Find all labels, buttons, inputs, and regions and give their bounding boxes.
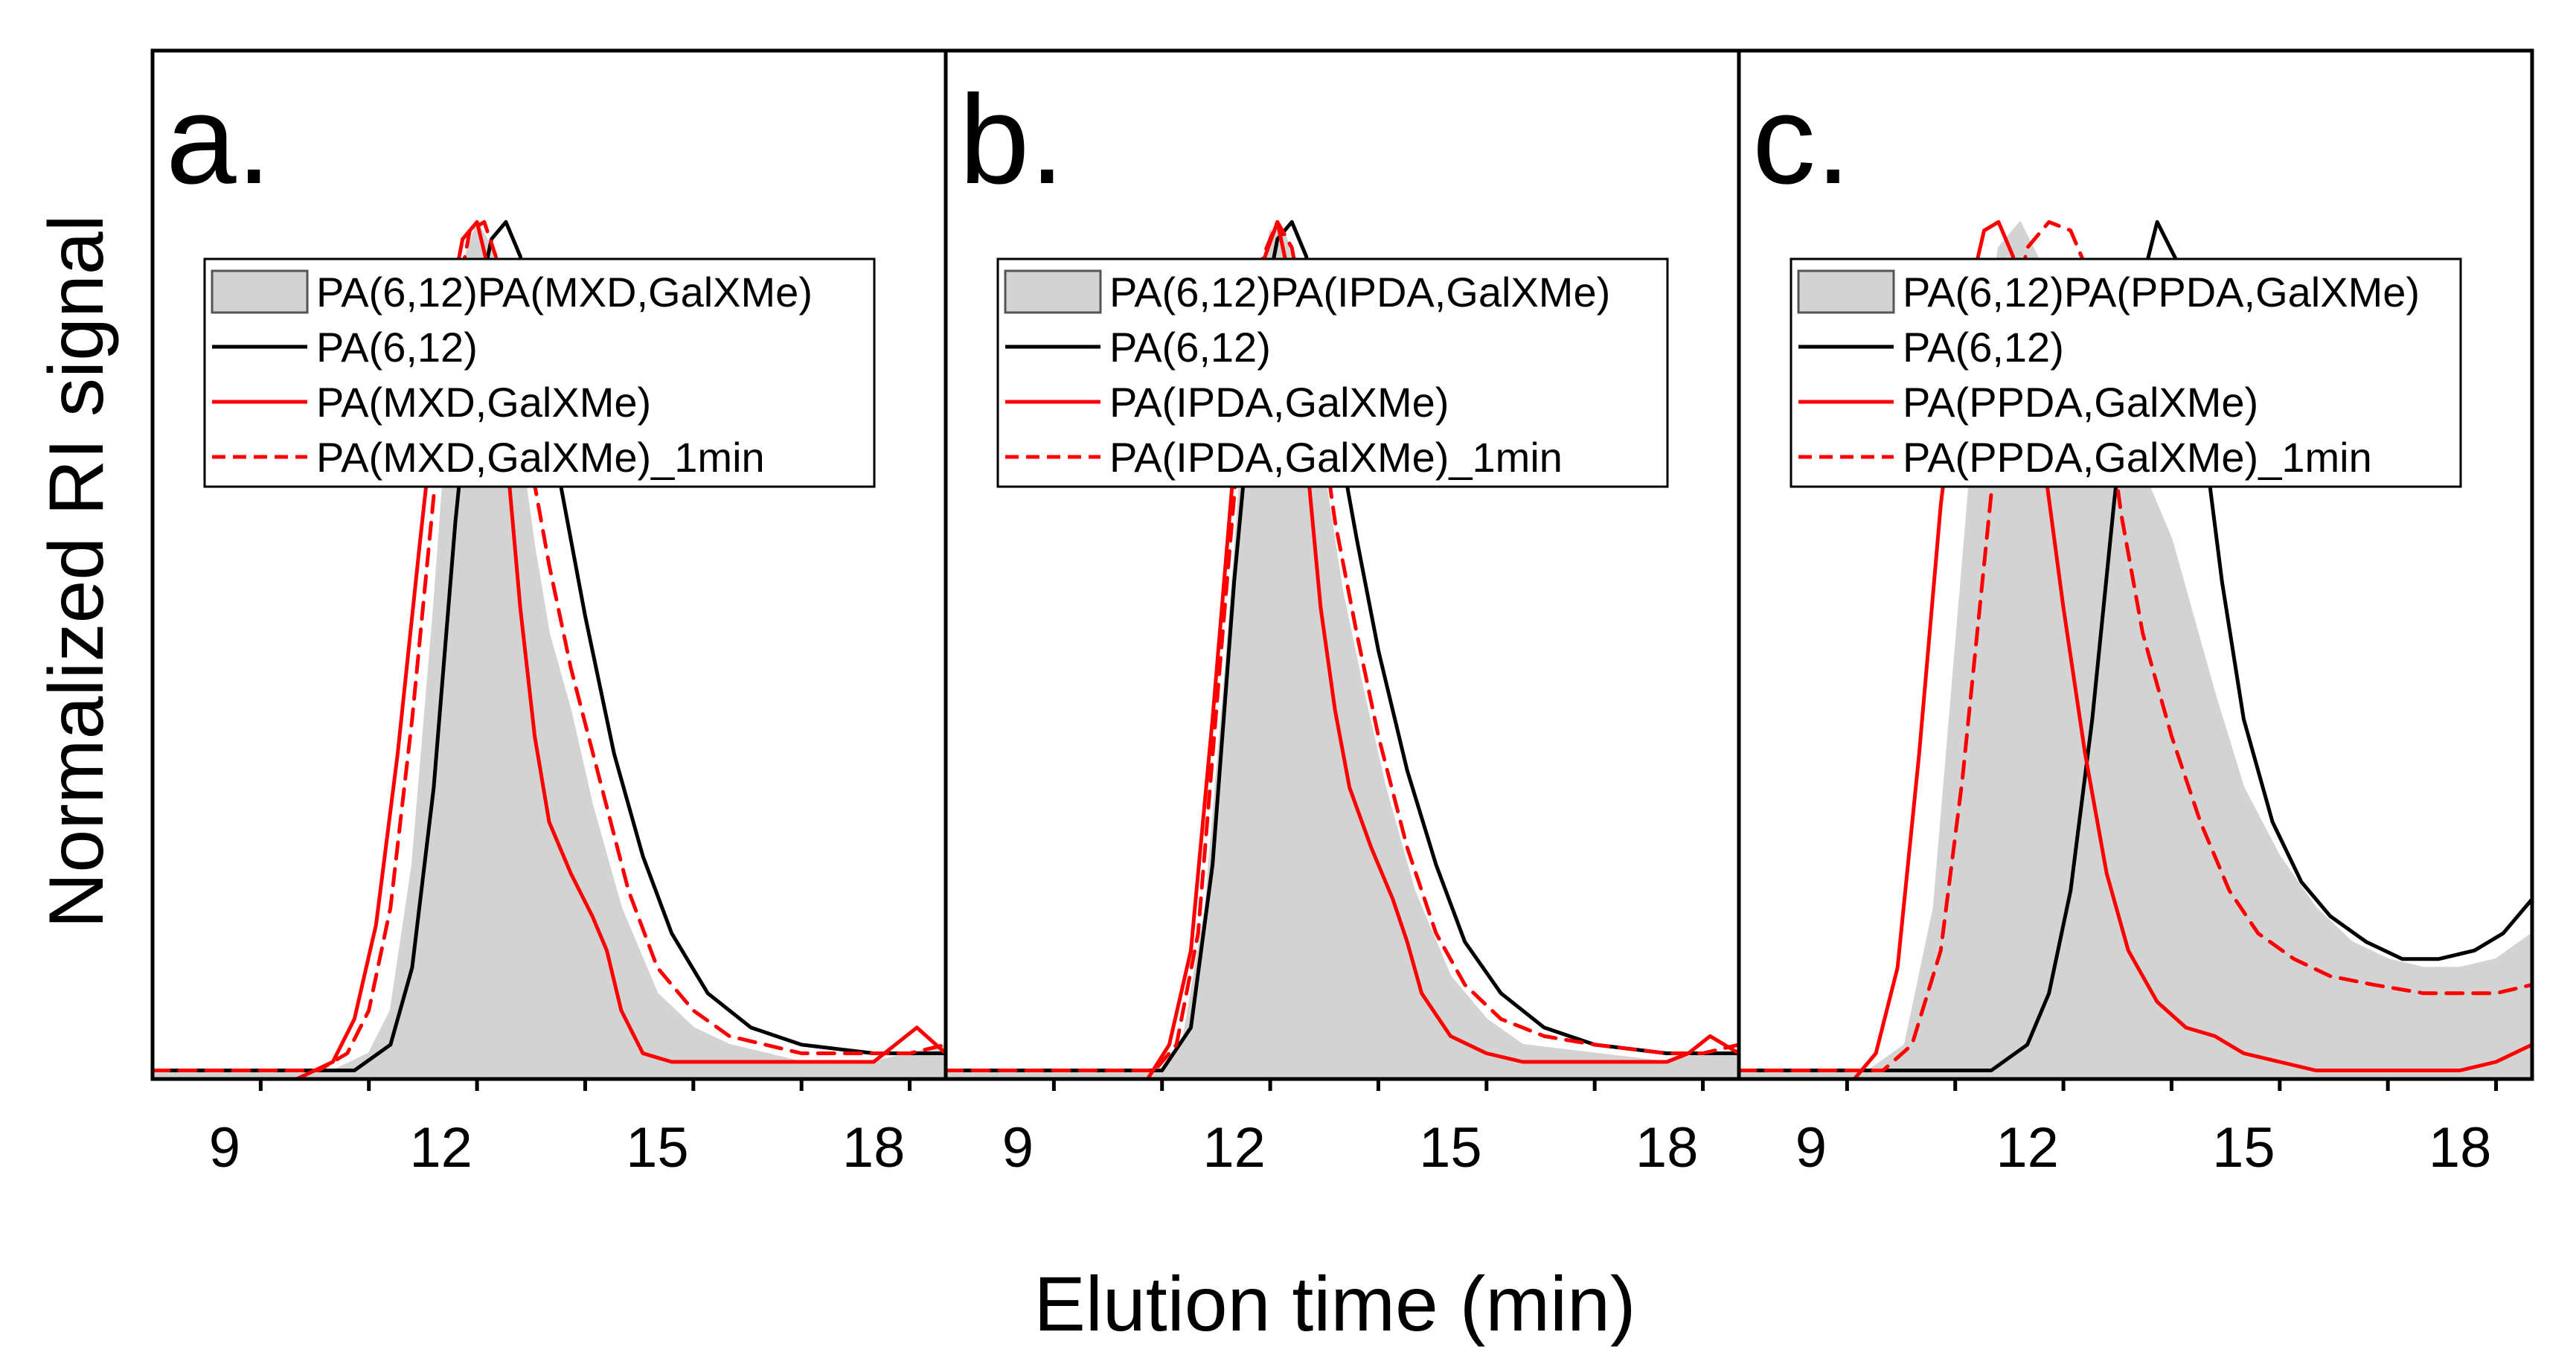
legend-swatch bbox=[1004, 269, 1102, 314]
plot-frame bbox=[1737, 48, 2534, 1081]
x-tick-label: 9 bbox=[209, 1116, 240, 1179]
x-tick-label: 12 bbox=[409, 1116, 472, 1179]
panel-label: b. bbox=[959, 69, 1065, 211]
series-copolymer-1min-line bbox=[1739, 220, 2532, 1072]
x-tick-label: 18 bbox=[842, 1116, 906, 1179]
legend-entry-label: PA(IPDA,GalXMe) bbox=[1109, 379, 1449, 426]
panel-c: 9 12 15 18c.PA(6,12)PA(PPDA,GalXMe)PA(6,12)… bbox=[1737, 48, 2534, 1179]
series-copolymer-line bbox=[1739, 220, 2532, 1079]
series-copolymer-1min-line bbox=[946, 220, 1739, 1072]
legend-swatch bbox=[211, 269, 309, 314]
legend-entry-label: PA(MXD,GalXMe)_1min bbox=[316, 434, 765, 481]
legend-entry-label: PA(6,12) bbox=[1109, 324, 1271, 371]
x-tick-label: 18 bbox=[1635, 1116, 1699, 1179]
legend: PA(6,12)PA(IPDA,GalXMe)PA(6,12)PA(IPDA,G… bbox=[996, 257, 1669, 488]
legend-entry-label: PA(6,12)PA(PPDA,GalXMe) bbox=[1903, 269, 2420, 316]
legend: PA(6,12)PA(MXD,GalXMe)PA(6,12)PA(MXD,Gal… bbox=[203, 257, 876, 488]
x-axis-title: Elution time (min) bbox=[1034, 1261, 1635, 1348]
panel-b: 9 12 15 18b.PA(6,12)PA(IPDA,GalXMe)PA(6,12)… bbox=[943, 48, 1741, 1179]
legend-entry-label: PA(6,12)PA(IPDA,GalXMe) bbox=[1109, 269, 1610, 316]
y-axis-title: Normalized RI signal bbox=[33, 214, 120, 928]
x-tick-label: 9 bbox=[1795, 1116, 1827, 1179]
series-copolymer-line bbox=[153, 220, 946, 1079]
panel-label: c. bbox=[1752, 69, 1851, 211]
panel-a: 9 12 15 18a.PA(6,12)PA(MXD,GalXMe)PA(6,12)P… bbox=[150, 48, 948, 1179]
legend: PA(6,12)PA(PPDA,GalXMe)PA(6,12)PA(PPDA,G… bbox=[1790, 257, 2462, 488]
legend-entry-label: PA(PPDA,GalXMe) bbox=[1903, 379, 2258, 426]
legend-entry-label: PA(6,12)PA(MXD,GalXMe) bbox=[316, 269, 813, 316]
legend-box bbox=[1790, 257, 2462, 488]
x-tick-label: 12 bbox=[1996, 1116, 2059, 1179]
legend-entry-label: PA(6,12) bbox=[1903, 324, 2064, 371]
series-blend-line bbox=[153, 221, 946, 1079]
x-tick-label: 18 bbox=[2429, 1116, 2492, 1179]
x-tick-label: 12 bbox=[1202, 1116, 1266, 1179]
panel-label: a. bbox=[166, 69, 272, 211]
legend-box bbox=[996, 257, 1669, 488]
series-copolymer-line bbox=[946, 220, 1739, 1079]
x-tick-label: 15 bbox=[626, 1116, 689, 1179]
x-tick-label: 9 bbox=[1002, 1116, 1034, 1179]
x-tick-label: 15 bbox=[1419, 1116, 1482, 1179]
legend-entry-label: PA(IPDA,GalXMe)_1min bbox=[1109, 434, 1563, 481]
legend-box bbox=[203, 257, 876, 488]
legend-swatch bbox=[1797, 269, 1895, 314]
series-pa612-line bbox=[1739, 220, 2532, 1072]
legend-entry-label: PA(MXD,GalXMe) bbox=[316, 379, 651, 426]
legend-entry-label: PA(6,12) bbox=[316, 324, 478, 371]
legend-entry-label: PA(PPDA,GalXMe)_1min bbox=[1903, 434, 2372, 481]
x-tick-label: 15 bbox=[2212, 1116, 2275, 1179]
